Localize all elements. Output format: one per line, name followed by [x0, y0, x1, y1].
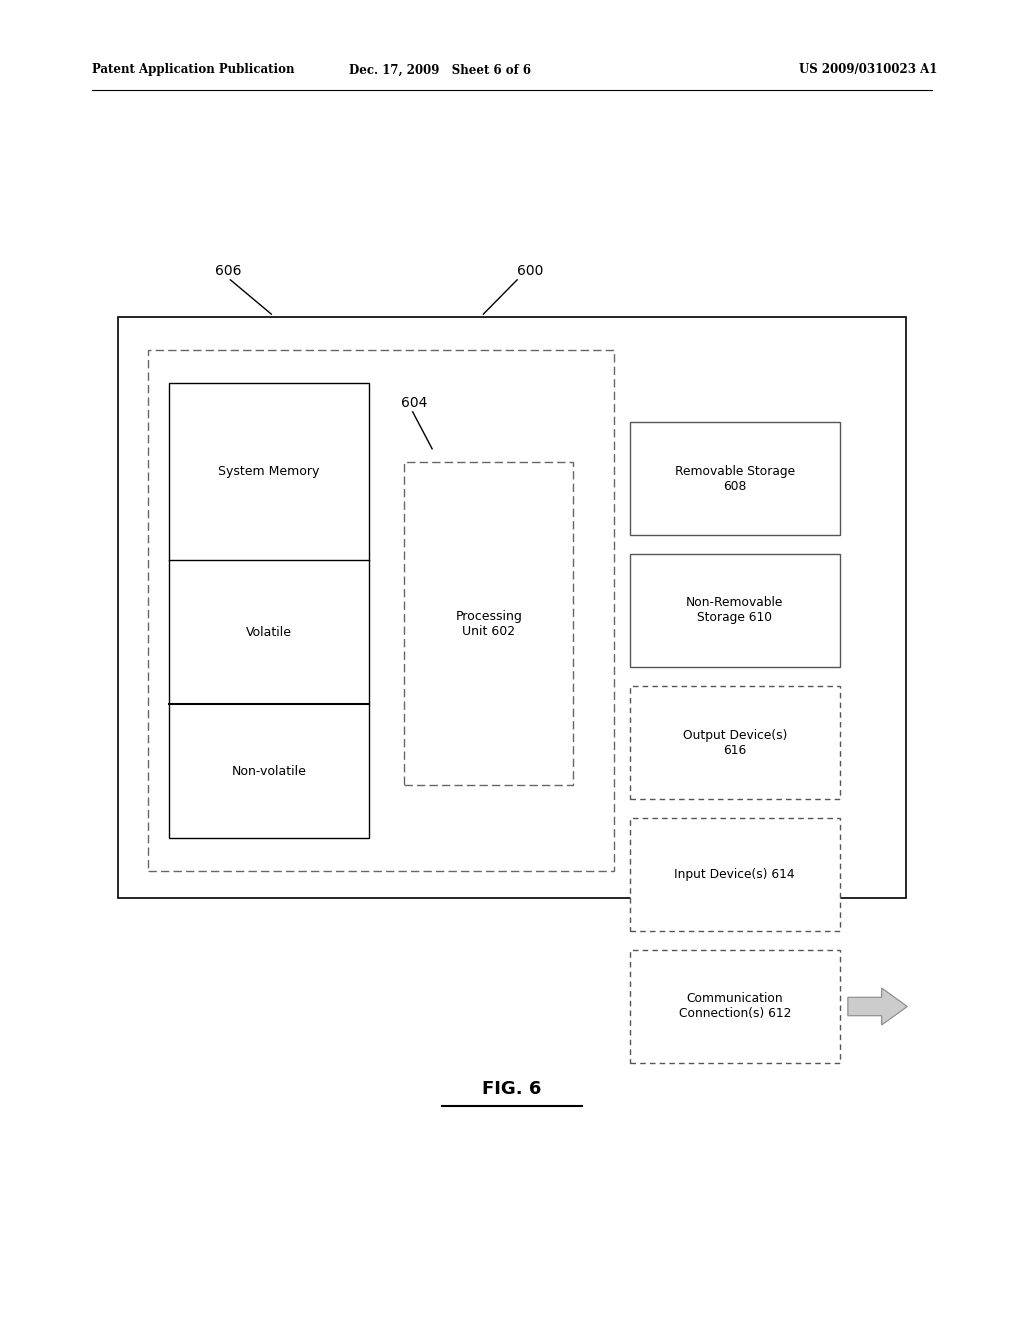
Bar	[630, 818, 840, 931]
Bar	[148, 350, 614, 871]
Text: Volatile: Volatile	[246, 626, 292, 639]
Text: Removable Storage
608: Removable Storage 608	[675, 465, 795, 492]
Bar	[630, 554, 840, 667]
Text: Input Device(s) 614: Input Device(s) 614	[675, 869, 795, 880]
Text: Non-volatile: Non-volatile	[231, 764, 306, 777]
Bar	[118, 317, 906, 898]
Bar	[169, 383, 369, 838]
Bar	[404, 462, 573, 785]
Polygon shape	[848, 987, 907, 1024]
Text: Patent Application Publication: Patent Application Publication	[92, 63, 295, 77]
Text: System Memory: System Memory	[218, 465, 319, 478]
Text: Output Device(s)
616: Output Device(s) 616	[683, 729, 786, 756]
Bar	[630, 950, 840, 1063]
Text: Non-Removable
Storage 610: Non-Removable Storage 610	[686, 597, 783, 624]
Text: Processing
Unit 602: Processing Unit 602	[456, 610, 522, 638]
Bar	[630, 686, 840, 799]
Bar	[630, 422, 840, 535]
Text: FIG. 6: FIG. 6	[482, 1080, 542, 1098]
Text: Communication
Connection(s) 612: Communication Connection(s) 612	[679, 993, 791, 1020]
Text: 606: 606	[215, 264, 242, 277]
Text: 604: 604	[401, 396, 428, 409]
Text: US 2009/0310023 A1: US 2009/0310023 A1	[799, 63, 937, 77]
Text: Dec. 17, 2009   Sheet 6 of 6: Dec. 17, 2009 Sheet 6 of 6	[349, 63, 531, 77]
Text: 600: 600	[517, 264, 544, 277]
